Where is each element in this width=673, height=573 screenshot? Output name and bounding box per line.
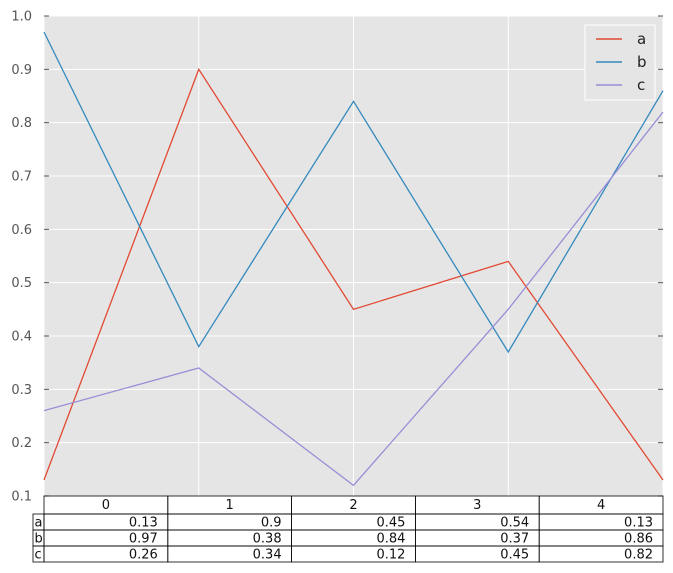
legend-label-c: c <box>637 76 645 94</box>
y-tick-label: 0.2 <box>11 436 32 451</box>
table-cell-value: 0.13 <box>129 516 158 531</box>
table-col-header: 2 <box>349 498 357 513</box>
table-cell-value: 0.13 <box>624 516 653 531</box>
table-col-header: 3 <box>473 498 481 513</box>
series-lines <box>43 31 664 487</box>
table-cell-value: 0.26 <box>129 548 158 563</box>
table-col-header: 1 <box>226 498 234 513</box>
y-axis: 0.1 0.2 0.3 0.4 0.5 0.6 0.7 0.8 0.9 1.0 <box>11 10 663 505</box>
legend-label-a: a <box>637 30 646 48</box>
grid-lines <box>43 15 664 497</box>
data-table: 0 1 2 3 4a 0.13 0.9 0.45 0.54 0.13b 0.97 0.38 0.84 0.… <box>32 495 664 563</box>
table-cell-value: 0.45 <box>376 516 405 531</box>
table-row-label: b <box>35 532 43 547</box>
table-cell-value: 0.37 <box>500 532 529 547</box>
y-tick-label: 1.0 <box>11 10 32 25</box>
table-row-label: a <box>35 516 43 531</box>
table-col-header: 0 <box>102 498 110 513</box>
y-tick-label: 0.1 <box>11 490 32 505</box>
table-cell-value: 0.82 <box>624 548 653 563</box>
table-cell-value: 0.84 <box>376 532 405 547</box>
table-cell-value: 0.45 <box>500 548 529 563</box>
legend-label-b: b <box>637 53 647 71</box>
y-tick-label: 0.5 <box>11 276 32 291</box>
table-cell-value: 0.9 <box>261 516 282 531</box>
table-cell-value: 0.38 <box>253 532 282 547</box>
table-col-header: 4 <box>597 498 605 513</box>
y-tick-label: 0.3 <box>11 383 32 398</box>
series-line-c <box>43 111 664 487</box>
table-cell-value: 0.97 <box>129 532 158 547</box>
table-row-label: c <box>35 548 42 563</box>
table-cell-value: 0.34 <box>253 548 282 563</box>
legend: abc <box>584 24 656 101</box>
y-tick-label: 0.4 <box>11 330 32 345</box>
y-tick-label: 0.7 <box>11 170 32 185</box>
table-cell-value: 0.54 <box>500 516 529 531</box>
y-tick-label: 0.6 <box>11 223 32 238</box>
table-cell-value: 0.12 <box>376 548 405 563</box>
table-cell <box>538 545 664 563</box>
series-line-b <box>43 31 664 354</box>
y-tick-label: 0.9 <box>11 63 32 78</box>
series-line-a <box>43 67 664 481</box>
table-cell-value: 0.86 <box>624 532 653 547</box>
y-tick-label: 0.8 <box>11 116 32 131</box>
